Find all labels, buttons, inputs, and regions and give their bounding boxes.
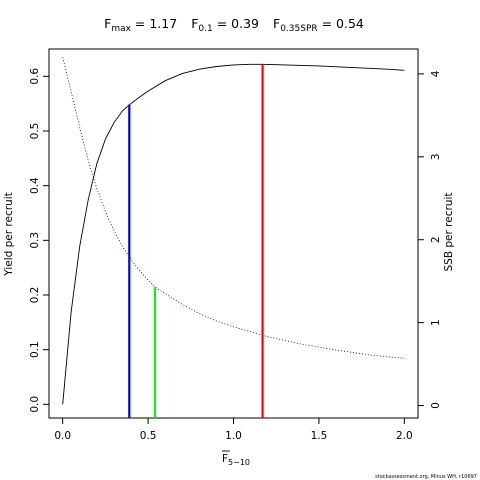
title-fmax-sub: max (111, 24, 131, 34)
title-fmax-value: = 1.17 (131, 16, 177, 31)
yield-per-recruit-line (62, 63, 405, 405)
y2-tick-label: 3 (430, 153, 442, 160)
plot-frame (48, 48, 419, 419)
x-axis: 0.0 0.5 1.0 1.5 2.0 (54, 418, 413, 442)
y-axis-label-left: Yield per recruit (3, 192, 15, 276)
y2-tick-label: 4 (430, 70, 442, 77)
title-fmax-main: F (104, 16, 111, 31)
y-tick-label: 0.3 (29, 232, 41, 249)
y-tick-label: 0.4 (29, 177, 41, 194)
title-f01-main: F (191, 16, 198, 31)
y2-tick-label: 1 (430, 319, 442, 326)
y-tick-label: 0.5 (29, 123, 41, 140)
x-tick-label: 2.0 (396, 430, 413, 442)
title-fspr-value: = 0.54 (318, 16, 364, 31)
x-axis-label: F5−10 (222, 453, 250, 467)
x-tick-label: 0.5 (140, 430, 157, 442)
x-tick-label: 0.0 (54, 430, 71, 442)
xlabel-sub: 5−10 (228, 458, 250, 467)
xlabel-main: F (222, 453, 228, 465)
title-fspr-main: F (273, 16, 280, 31)
y2-tick-label: 0 (430, 402, 442, 409)
reference-lines (128, 64, 264, 418)
y-tick-label: 0.1 (29, 341, 41, 358)
x-tick-label: 1.5 (311, 430, 328, 442)
x-tick-label: 1.0 (225, 430, 242, 442)
footer-credit: stockassessment.org, Minus WH, r10697 (375, 474, 477, 480)
series-layer (62, 57, 405, 405)
title-f01-sub: 0.1 (198, 24, 212, 34)
y-axis-label-right: SSB per recruit (443, 193, 455, 272)
ssb-per-recruit-line (62, 57, 405, 359)
y-tick-label: 0.6 (29, 68, 41, 85)
title-fspr-sub: 0.35SPR (280, 24, 317, 34)
y-tick-label: 0.2 (29, 287, 41, 304)
title-f01-value: = 0.39 (213, 16, 259, 31)
y2-tick-label: 2 (430, 236, 442, 243)
y-axis-right: 0 1 2 3 4 (418, 70, 442, 409)
y-axis-left: 0.0 0.1 0.2 0.3 0.4 0.5 0.6 (29, 68, 49, 413)
y-tick-label: 0.0 (29, 396, 41, 413)
chart-title: Fmax = 1.17 F0.1 = 0.39 F0.35SPR = 0.54 (104, 16, 364, 34)
